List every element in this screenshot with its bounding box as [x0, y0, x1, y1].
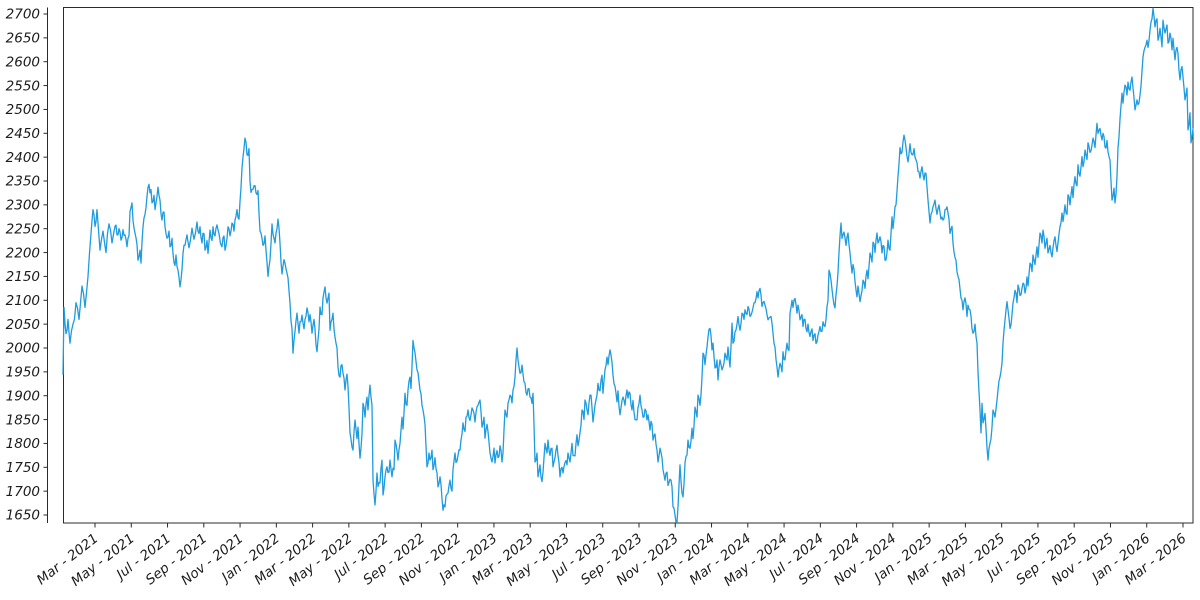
y-tick-label: 2300: [6, 198, 40, 214]
y-tick-label: 2500: [6, 102, 40, 118]
y-tick-label: 1700: [6, 484, 40, 500]
y-tick-label: 2600: [6, 54, 40, 70]
y-tick-label: 2550: [6, 78, 40, 94]
y-tick-label: 2150: [6, 269, 40, 285]
y-tick-label: 1950: [6, 365, 40, 381]
y-tick-label: 2050: [6, 317, 40, 333]
y-tick-label: 2650: [6, 31, 40, 47]
y-tick-label: 2700: [6, 7, 40, 23]
price-line-series: [62, 7, 1194, 523]
y-tick-label: 1750: [6, 460, 40, 476]
y-tick-label: 2400: [6, 150, 40, 166]
y-tick-label: 1900: [6, 388, 40, 404]
y-tick-label: 1650: [6, 508, 40, 524]
y-tick-label: 2450: [6, 126, 40, 142]
y-tick-label: 2250: [6, 221, 40, 237]
y-tick-label: 1800: [6, 436, 40, 452]
y-tick-label: 2350: [6, 174, 40, 190]
y-tick-label: 2200: [6, 245, 40, 261]
y-tick-label: 1850: [6, 412, 40, 428]
plot-border: [63, 7, 1194, 524]
y-tick-label: 2000: [6, 341, 40, 357]
y-tick-label: 2100: [6, 293, 40, 309]
